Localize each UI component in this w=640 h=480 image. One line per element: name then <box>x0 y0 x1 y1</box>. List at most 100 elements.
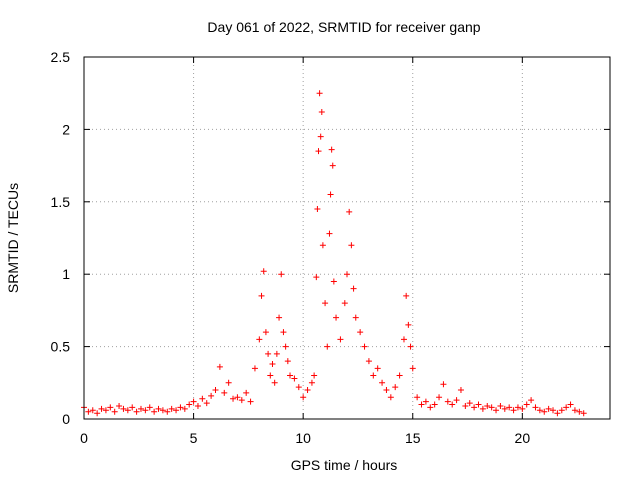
data-point <box>181 405 188 412</box>
data-point <box>328 146 335 153</box>
data-point <box>493 407 500 414</box>
data-point <box>407 343 414 350</box>
data-point <box>352 314 359 321</box>
data-point <box>400 336 407 343</box>
data-point <box>319 242 326 249</box>
data-point <box>466 400 473 407</box>
data-point <box>457 387 464 394</box>
data-point <box>265 350 272 357</box>
data-point <box>567 401 574 408</box>
data-point <box>85 408 92 415</box>
data-point <box>462 402 469 409</box>
data-point <box>89 407 96 414</box>
data-point <box>308 379 315 386</box>
data-point <box>497 402 504 409</box>
data-point <box>199 395 206 402</box>
data-point <box>186 401 193 408</box>
data-point <box>580 410 587 417</box>
data-point <box>374 365 381 372</box>
data-point <box>348 242 355 249</box>
data-point <box>124 407 131 414</box>
data-point <box>155 405 162 412</box>
data-point <box>449 401 456 408</box>
data-point <box>137 405 144 412</box>
data-point <box>519 405 526 412</box>
data-point <box>300 394 307 401</box>
data-point <box>379 379 386 386</box>
data-point <box>116 402 123 409</box>
data-point <box>316 90 323 97</box>
data-points <box>81 90 587 417</box>
data-point <box>436 394 443 401</box>
data-point <box>216 363 223 370</box>
data-point <box>262 329 269 336</box>
data-point <box>102 407 109 414</box>
data-point <box>383 387 390 394</box>
data-point <box>550 407 557 414</box>
data-point <box>269 360 276 367</box>
data-point <box>221 389 228 396</box>
data-point <box>475 401 482 408</box>
data-point <box>133 408 140 415</box>
data-point <box>405 321 412 328</box>
data-point <box>488 404 495 411</box>
data-point <box>536 407 543 414</box>
data-point <box>350 285 357 292</box>
data-point <box>129 404 136 411</box>
data-point <box>107 404 114 411</box>
data-point <box>291 375 298 382</box>
x-axis-label: GPS time / hours <box>291 457 398 473</box>
plot-frame <box>83 56 611 420</box>
x-tick-label: 20 <box>515 430 531 446</box>
data-point <box>164 408 171 415</box>
data-point <box>337 336 344 343</box>
data-point <box>554 410 561 417</box>
data-point <box>409 365 416 372</box>
data-point <box>571 407 578 414</box>
data-point <box>94 410 101 417</box>
data-point <box>267 372 274 379</box>
data-point <box>440 381 447 388</box>
data-point <box>280 329 287 336</box>
data-point <box>444 398 451 405</box>
data-point <box>273 350 280 357</box>
data-point <box>484 402 491 409</box>
data-point <box>234 394 241 401</box>
data-point <box>357 329 364 336</box>
data-point <box>501 405 508 412</box>
data-point <box>159 407 166 414</box>
data-point <box>418 401 425 408</box>
data-point <box>322 300 329 307</box>
data-point <box>151 408 158 415</box>
data-point <box>427 404 434 411</box>
data-point <box>111 408 118 415</box>
data-point <box>247 398 254 405</box>
data-point <box>324 343 331 350</box>
data-point <box>243 389 250 396</box>
data-point <box>453 397 460 404</box>
data-point <box>142 407 149 414</box>
data-point <box>146 404 153 411</box>
y-tick-label: 0.5 <box>51 339 71 355</box>
data-point <box>304 387 311 394</box>
data-point <box>545 405 552 412</box>
data-point <box>194 402 201 409</box>
x-tick-label: 5 <box>190 430 198 446</box>
data-point <box>282 343 289 350</box>
data-point <box>576 408 583 415</box>
data-point <box>168 405 175 412</box>
data-point <box>506 404 513 411</box>
chart-title: Day 061 of 2022, SRMTID for receiver gan… <box>207 19 480 35</box>
data-point <box>346 208 353 215</box>
data-point <box>98 405 105 412</box>
y-tick-label: 2.5 <box>51 49 71 65</box>
data-point <box>276 314 283 321</box>
data-point <box>514 404 521 411</box>
data-point <box>230 395 237 402</box>
data-point <box>271 379 278 386</box>
data-point <box>403 292 410 299</box>
data-point <box>278 271 285 278</box>
data-point <box>311 372 318 379</box>
data-point <box>361 343 368 350</box>
